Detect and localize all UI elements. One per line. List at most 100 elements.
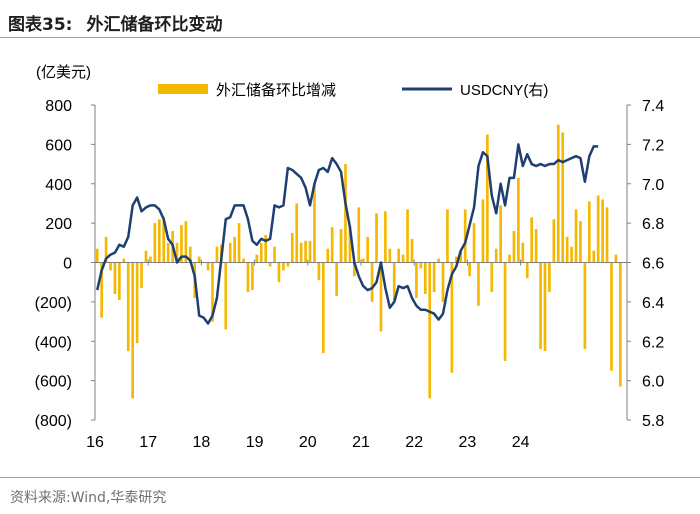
bar [610, 262, 613, 371]
bar [548, 262, 551, 293]
right-tick-label: 6.2 [642, 334, 664, 351]
bar [592, 250, 596, 263]
bar [406, 209, 409, 263]
bar [432, 262, 436, 293]
bar [463, 209, 467, 263]
bar [490, 262, 494, 293]
bar [326, 248, 330, 263]
bar [574, 209, 578, 263]
bar [215, 246, 219, 263]
bar [321, 262, 325, 354]
bar [587, 201, 591, 263]
bar [313, 183, 316, 263]
bar [246, 262, 250, 293]
bar [605, 207, 609, 263]
bar [539, 262, 542, 350]
bar [259, 242, 263, 263]
bar [583, 262, 587, 350]
bar [477, 262, 480, 306]
bar [273, 246, 276, 263]
right-tick-label: 6.6 [642, 256, 664, 273]
left-tick-label: (400) [35, 334, 72, 351]
bar [122, 258, 126, 263]
bar [175, 242, 179, 263]
right-tick-label: 7.0 [642, 177, 664, 194]
bar [335, 262, 338, 296]
bar [459, 250, 463, 263]
bar [149, 256, 152, 263]
bar [197, 256, 201, 263]
right-tick-label: 6.8 [642, 216, 664, 233]
bar [251, 262, 254, 291]
bar [503, 262, 507, 361]
bar [468, 262, 471, 277]
source-note: 资料来源:Wind,华泰研究 [10, 490, 167, 506]
bar [481, 199, 485, 263]
bar [290, 232, 294, 263]
bar [224, 262, 228, 330]
x-tick-label: 21 [352, 434, 370, 451]
left-tick-label: (800) [35, 413, 72, 430]
bar [552, 219, 556, 263]
bar [428, 262, 432, 399]
bar [384, 211, 387, 263]
bar [126, 262, 130, 352]
bar [166, 242, 170, 263]
bar [233, 236, 236, 263]
bar [499, 205, 502, 263]
bar [180, 225, 183, 263]
bottom-rule [0, 477, 700, 478]
bar [450, 262, 454, 373]
bar [100, 262, 103, 318]
left-tick-label: (200) [35, 295, 72, 312]
bar [286, 262, 290, 267]
right-tick-label: 7.4 [642, 98, 664, 115]
bar [304, 240, 307, 263]
bar [472, 223, 476, 263]
top-rule [0, 37, 700, 38]
left-tick-label: 600 [45, 137, 72, 154]
figure-title-text: 外汇储备环比变动 [86, 15, 223, 35]
bar [308, 240, 312, 263]
bar [486, 134, 489, 263]
bar [211, 262, 214, 322]
x-tick-label: 16 [86, 434, 104, 451]
bar [237, 223, 241, 263]
x-tick-label: 19 [246, 434, 264, 451]
bar [423, 262, 427, 294]
bar [441, 262, 445, 302]
x-tick-label: 20 [299, 434, 317, 451]
bar [264, 234, 268, 263]
bar [140, 262, 143, 289]
bar [525, 262, 529, 279]
right-tick-label: 6.4 [642, 295, 664, 312]
left-tick-label: 200 [45, 216, 72, 233]
bar [282, 262, 285, 271]
bar [437, 258, 440, 263]
bar [353, 262, 356, 277]
bar [512, 231, 516, 263]
bar [410, 238, 414, 263]
bar [556, 124, 560, 263]
bar [397, 248, 401, 263]
bar [370, 262, 374, 302]
bar [157, 219, 161, 263]
bar [153, 223, 157, 263]
legend-bar-swatch [158, 84, 208, 94]
legend: 外汇储备环比增减 USDCNY(右) [158, 82, 548, 99]
left-tick-label: 800 [45, 98, 72, 115]
bar [330, 227, 334, 263]
bar [517, 177, 520, 263]
bar [543, 262, 547, 352]
bar [131, 262, 135, 399]
left-axis-unit-label: (亿美元) [36, 64, 91, 81]
x-tick-label: 18 [193, 434, 211, 451]
bar [348, 225, 352, 263]
bar [392, 262, 396, 300]
bar [614, 254, 618, 263]
bar [206, 262, 210, 271]
bar [619, 262, 622, 387]
bar [104, 236, 108, 263]
bar [415, 262, 418, 298]
